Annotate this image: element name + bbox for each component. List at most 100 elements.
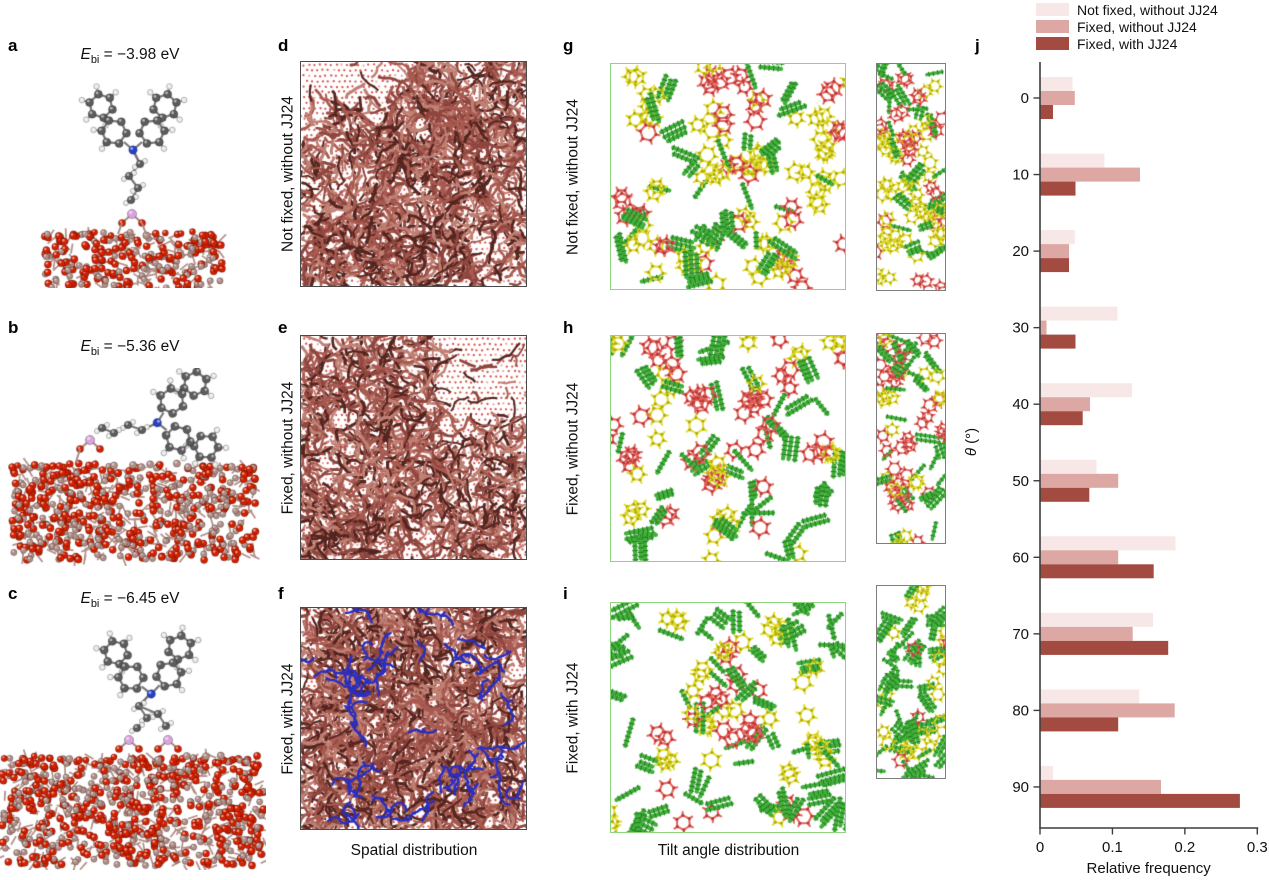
panel-letter-f: f [278,584,284,603]
tilt-sideview-fixed [877,334,945,543]
bar-series2-theta-90 [1040,793,1240,808]
molecule-render-monodentate [28,76,233,288]
spatial-panel-label-d: Not fixed, without JJ24 [279,96,297,252]
e-symbol: E [80,590,91,607]
y-tick-label: 10 [1012,167,1029,184]
e-subscript: bi [90,598,100,611]
tilt-panel-label-i: Fixed, with JJ24 [564,662,582,774]
bar-series2-theta-70 [1040,640,1169,655]
spatial-caption: Spatial distribution [350,842,478,859]
bar-series0-theta-30 [1040,306,1118,321]
binding-energy-a: Ebi = −3.98 eV [35,46,225,66]
x-tick-label: 0 [1036,839,1044,856]
spatial-panel-label-f: Fixed, with JJ24 [279,663,297,775]
bar-series2-theta-60 [1040,564,1154,579]
bar-series2-theta-50 [1040,487,1090,502]
x-tick-label: 0.3 [1247,839,1268,856]
bar-series1-theta-30 [1040,320,1047,335]
bar-series2-theta-30 [1040,334,1076,349]
bar-series1-theta-50 [1040,473,1119,488]
bar-series0-theta-10 [1040,153,1105,168]
legend-row: Fixed, without JJ24 [1036,18,1218,35]
bar-series0-theta-70 [1040,612,1153,627]
legend-row: Not fixed, without JJ24 [1036,1,1218,18]
tilt-sideview-i [876,585,946,779]
bar-series0-theta-40 [1040,383,1132,398]
tilt-panel-i [610,602,846,833]
legend-swatch-fixed-with-jj24 [1036,37,1069,50]
legend-swatch-not-fixed-without-jj24 [1036,3,1069,16]
y-tick-label: 50 [1012,473,1029,490]
tilt-topview-jj24 [611,603,845,832]
e-symbol: E [80,46,91,63]
tilt-caption: Tilt angle distribution [657,842,800,859]
binding-energy-b: Ebi = −5.36 eV [35,338,225,358]
bar-series2-theta-10 [1040,181,1076,196]
md-snapshot-not-fixed [301,62,526,286]
bar-series0-theta-60 [1040,536,1176,551]
panel-letter-e: e [278,318,288,337]
tilt-angle-histogram: 0 10 20 30 40 50 60 70 80 90 0 0.1 0.2 0.3 Relative fr… [963,62,1268,877]
bar-series2-theta-40 [1040,411,1083,426]
bar-series1-theta-10 [1040,167,1140,182]
bar-series1-theta-0 [1040,91,1075,105]
panel-letter-c: c [8,584,18,603]
tilt-topview-fixed [611,336,845,561]
y-tick-label: 40 [1012,396,1029,413]
bar-series0-theta-90 [1040,765,1053,780]
y-tick-label: 70 [1012,626,1029,643]
y-tick-label: 0 [1021,90,1029,107]
panel-letter-b: b [8,318,19,337]
tilt-panel-label-g: Not fixed, without JJ24 [564,99,582,255]
bar-series1-theta-70 [1040,626,1133,641]
e-subscript: bi [90,54,100,67]
bar-series1-theta-40 [1040,397,1090,412]
y-tick-label: 90 [1012,779,1029,796]
tilt-sideview-jj24 [877,586,945,778]
legend-label: Fixed, with JJ24 [1077,35,1178,52]
molecule-render-lying [8,368,260,566]
bar-series1-theta-20 [1040,244,1069,259]
x-tick-label: 0.1 [1102,839,1123,856]
bar-series0-theta-20 [1040,230,1075,245]
panel-letter-d: d [278,36,289,55]
bar-series0-theta-80 [1040,689,1140,704]
molecule-render-bidentate [0,618,266,870]
panel-letter-g: g [563,36,574,55]
bar-series0-theta-0 [1040,77,1073,91]
tilt-sideview-not-fixed [877,64,945,290]
md-snapshot-jj24 [301,608,526,829]
spatial-panel-label-e: Fixed, without JJ24 [279,381,297,515]
y-tick-label: 30 [1012,320,1029,337]
legend-swatch-fixed-without-jj24 [1036,20,1069,33]
panel-letter-i: i [563,584,568,603]
bar-series2-theta-80 [1040,717,1119,732]
spatial-panel-f [300,607,527,830]
panel-letter-a: a [8,36,18,55]
legend-label: Not fixed, without JJ24 [1077,1,1218,18]
bar-series0-theta-50 [1040,459,1097,474]
bar-series1-theta-90 [1040,779,1161,794]
y-axis-title: θ (°) [963,428,980,456]
e-value: = −6.45 eV [99,590,180,607]
bar-series1-theta-60 [1040,550,1119,565]
md-snapshot-fixed [301,336,526,559]
e-value: = −3.98 eV [99,46,180,63]
tilt-panel-g [610,63,846,290]
x-tick-label: 0.2 [1174,839,1195,856]
x-axis-title: Relative frequency [1087,860,1212,877]
e-value: = −5.36 eV [99,338,180,355]
tilt-panel-h [610,335,846,562]
bar-series2-theta-0 [1040,105,1053,119]
tilt-sideview-h [876,333,946,544]
spatial-panel-d [300,61,527,287]
y-tick-label: 20 [1012,243,1029,260]
tilt-topview-not-fixed [611,64,845,289]
tilt-sideview-g [876,63,946,291]
spatial-panel-e [300,335,527,560]
chart-legend: Not fixed, without JJ24 Fixed, without J… [1036,1,1218,52]
bar-series1-theta-80 [1040,703,1175,718]
legend-label: Fixed, without JJ24 [1077,18,1197,35]
panel-letter-h: h [563,318,574,337]
binding-energy-c: Ebi = −6.45 eV [35,590,225,610]
